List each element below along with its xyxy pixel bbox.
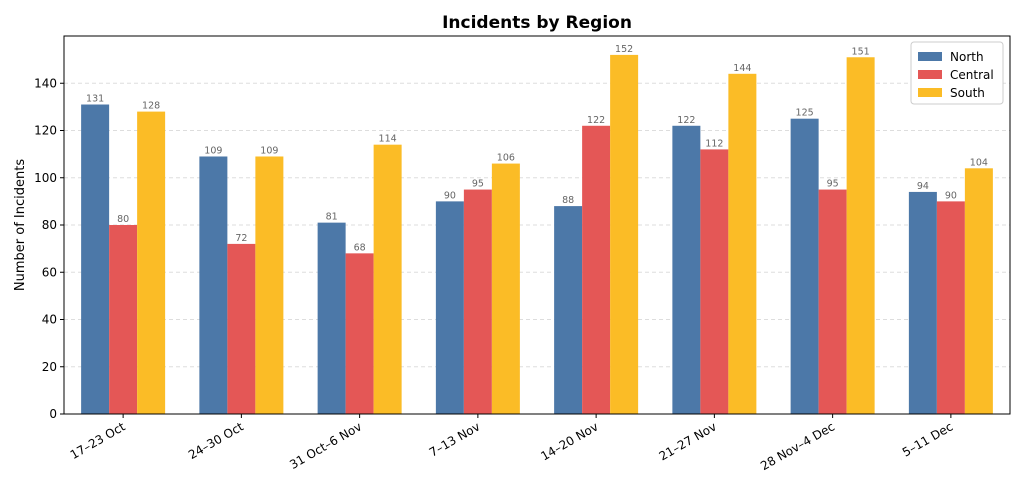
- data-label: 112: [705, 138, 723, 149]
- data-label: 106: [497, 153, 515, 164]
- bar-south: [373, 144, 402, 415]
- data-label: 81: [326, 212, 338, 223]
- data-label: 131: [86, 94, 104, 105]
- bar-central: [700, 149, 729, 414]
- data-label: 88: [562, 195, 574, 206]
- bar-south: [610, 54, 639, 415]
- data-label: 90: [945, 190, 957, 201]
- data-label: 95: [827, 179, 839, 190]
- y-tick-label: 0: [49, 407, 57, 421]
- x-tick-label: 21–27 Nov: [657, 419, 719, 463]
- data-label: 94: [917, 181, 929, 192]
- x-tick-label: 24–30 Oct: [186, 419, 246, 462]
- y-axis-label: Number of Incidents: [13, 159, 28, 291]
- data-label: 109: [204, 145, 222, 156]
- legend-label-south: South: [950, 86, 985, 100]
- bar-south: [728, 73, 757, 415]
- data-label: 68: [354, 242, 366, 253]
- data-label: 122: [677, 115, 695, 126]
- bar-south: [491, 163, 520, 414]
- legend-label-north: North: [950, 50, 984, 64]
- legend-swatch-south: [918, 88, 942, 97]
- y-tick-label: 100: [34, 171, 57, 185]
- data-label: 90: [444, 190, 456, 201]
- bar-central: [582, 125, 611, 415]
- y-tick-label: 140: [34, 76, 57, 90]
- data-label: 80: [117, 214, 129, 225]
- legend-label-central: Central: [950, 68, 994, 82]
- bar-central: [345, 253, 374, 414]
- bar-south: [255, 156, 284, 415]
- data-label: 144: [733, 63, 751, 74]
- bar-north: [435, 201, 464, 414]
- chart-title: Incidents by Region: [442, 13, 632, 33]
- data-label: 72: [235, 233, 247, 244]
- bar-central: [227, 243, 256, 414]
- y-tick-label: 60: [42, 265, 57, 279]
- bar-central: [463, 189, 492, 414]
- plot-frame: [63, 35, 1011, 415]
- bar-north: [81, 104, 110, 414]
- bar-south: [137, 111, 166, 414]
- bar-central: [109, 225, 138, 414]
- data-label: 95: [472, 179, 484, 190]
- bar-north: [554, 206, 583, 414]
- data-label: 152: [615, 44, 633, 55]
- legend-swatch-north: [918, 52, 942, 61]
- data-label: 125: [796, 108, 814, 119]
- bar-north: [908, 191, 937, 414]
- bar-south: [846, 57, 875, 414]
- data-label: 104: [970, 157, 988, 168]
- bars: [81, 54, 993, 415]
- bar-north: [317, 222, 346, 414]
- bar-north: [790, 118, 819, 414]
- bar-central: [936, 201, 965, 414]
- data-label: 122: [587, 115, 605, 126]
- y-tick-label: 80: [42, 218, 57, 232]
- bar-north: [199, 156, 228, 415]
- x-tick-label: 17–23 Oct: [68, 419, 128, 462]
- x-tick-label: 28 Nov–4 Dec: [758, 419, 837, 473]
- x-tick-label: 14–20 Nov: [538, 419, 600, 463]
- bar-north: [672, 125, 701, 415]
- legend: North Central South: [910, 41, 1004, 105]
- data-label: 151: [852, 46, 870, 57]
- x-tick-label: 31 Oct–6 Nov: [287, 419, 364, 471]
- y-tick-label: 120: [34, 124, 57, 138]
- x-tick-label: 5–11 Dec: [900, 419, 955, 459]
- y-tick-label: 40: [42, 313, 57, 327]
- data-label: 114: [379, 134, 397, 145]
- data-labels: 131 80 128 109 72 109 81 68 114 90 95 106 88 122 152 12…: [86, 44, 988, 253]
- data-label: 128: [142, 101, 160, 112]
- y-tick-label: 20: [42, 360, 57, 374]
- x-tick-label: 7–13 Nov: [427, 419, 483, 459]
- data-label: 109: [260, 145, 278, 156]
- legend-swatch-central: [918, 70, 942, 79]
- bar-south: [964, 168, 993, 414]
- bar-central: [818, 189, 847, 414]
